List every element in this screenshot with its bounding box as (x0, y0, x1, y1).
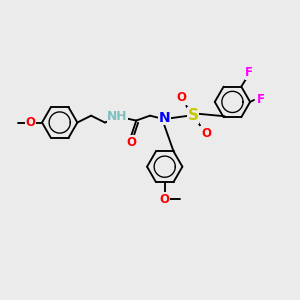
Text: S: S (188, 108, 199, 123)
Text: O: O (25, 116, 35, 129)
Text: N: N (159, 111, 170, 124)
Text: F: F (245, 66, 253, 80)
Text: NH: NH (107, 110, 128, 123)
Text: O: O (160, 193, 170, 206)
Text: O: O (126, 136, 136, 148)
Text: O: O (176, 92, 186, 104)
Text: O: O (201, 127, 211, 140)
Text: F: F (257, 93, 265, 106)
